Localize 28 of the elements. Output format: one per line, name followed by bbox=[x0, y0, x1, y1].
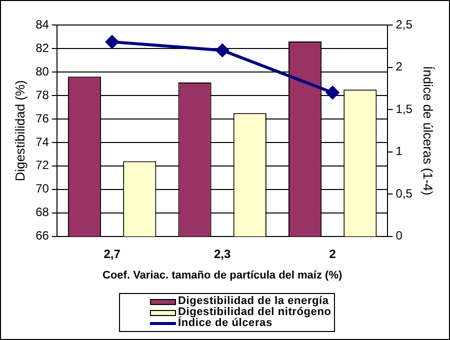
y-tick-label: 84 bbox=[36, 17, 50, 32]
y-tick-label: 74 bbox=[36, 134, 50, 149]
y-tick-label: 80 bbox=[36, 64, 50, 78]
y2-tick-label: 0,5 bbox=[396, 186, 413, 200]
y-tick-label: 76 bbox=[36, 111, 50, 126]
x-tick-label: 2,7 bbox=[104, 246, 121, 261]
y-tick-label: 70 bbox=[36, 182, 50, 196]
y-axis-title: Digestibilidad (%) bbox=[12, 80, 28, 182]
point bbox=[326, 86, 340, 100]
y2-tick-label: 1 bbox=[396, 144, 403, 158]
y2-tick-label: 1,5 bbox=[396, 102, 413, 116]
legend-label: Digestibilidad de la energía bbox=[178, 295, 329, 307]
point bbox=[216, 44, 229, 57]
y-tick-label: 68 bbox=[36, 205, 50, 220]
y-tick-label: 78 bbox=[36, 88, 50, 102]
y2-axis-title: Índice de úlceras (1-4) bbox=[420, 66, 436, 196]
y2-tick-label: 2,5 bbox=[396, 17, 413, 32]
x-axis-title: Coef. Variac. tamaño de partícula del maíz (%) bbox=[102, 269, 342, 282]
point bbox=[106, 35, 119, 48]
y2-tick-label: 0 bbox=[396, 228, 403, 243]
legend-label: Índice de úlceras bbox=[178, 317, 272, 329]
x-tick-label: 2 bbox=[329, 246, 336, 261]
y2-tick-label: 2 bbox=[396, 60, 403, 74]
y-tick-label: 66 bbox=[36, 228, 50, 243]
y-tick-label: 82 bbox=[36, 40, 50, 55]
legend-label: Digestibilidad del nitrógeno bbox=[178, 306, 332, 318]
x-tick-label: 2,3 bbox=[214, 246, 231, 261]
y-tick-label: 72 bbox=[36, 158, 50, 172]
